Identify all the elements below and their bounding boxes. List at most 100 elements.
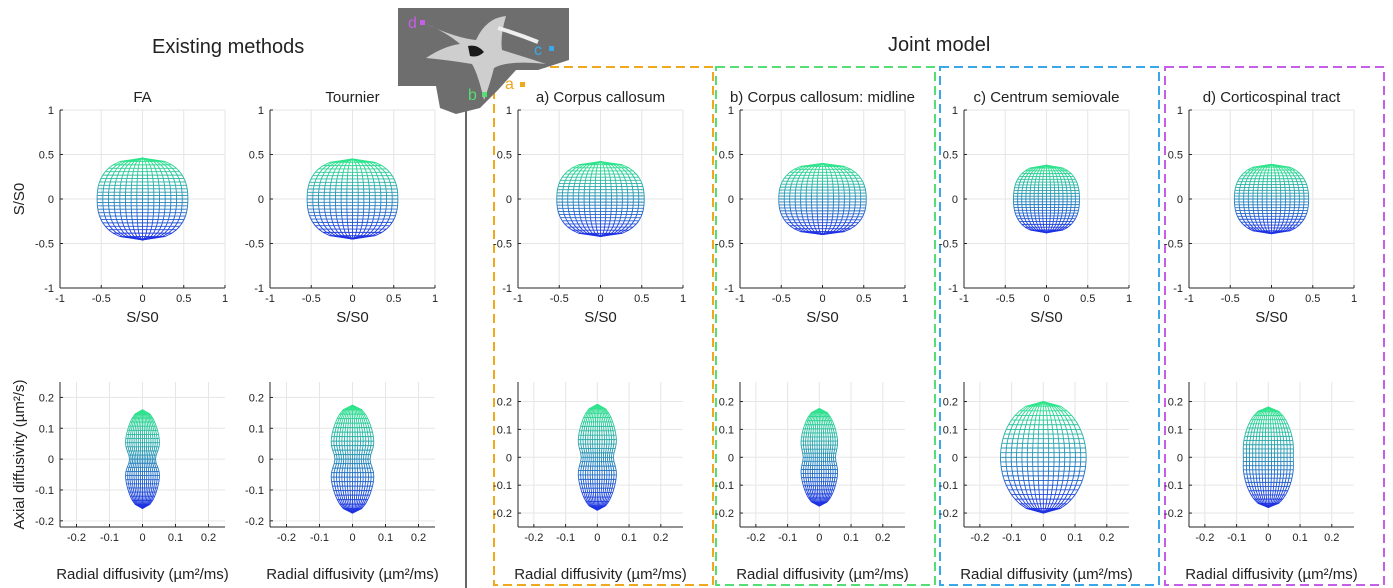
- mesh-meridian: [630, 180, 632, 184]
- mesh-meridian: [813, 172, 815, 176]
- mesh-meridian: [361, 503, 366, 509]
- mesh-meridian: [1249, 181, 1251, 185]
- mesh-meridian: [1062, 167, 1069, 172]
- mesh-meridian: [823, 489, 826, 494]
- y-tick-label: -0.2: [715, 508, 734, 520]
- mesh-meridian: [127, 222, 129, 227]
- mesh-meridian: [318, 165, 324, 170]
- mesh-meridian: [1078, 187, 1080, 191]
- mesh-meridian: [562, 186, 564, 190]
- mesh-meridian: [847, 210, 850, 214]
- mesh-meridian: [575, 229, 582, 234]
- mesh-meridian: [150, 226, 153, 230]
- mesh-meridian: [840, 219, 843, 223]
- mesh-meridian: [816, 497, 818, 503]
- mesh-meridian: [125, 229, 129, 234]
- mesh-meridian: [786, 222, 791, 227]
- mesh-meridian: [1022, 405, 1029, 412]
- mesh-meridian: [356, 503, 360, 509]
- mesh-meridian: [565, 217, 568, 222]
- mesh-meridian: [1268, 167, 1270, 171]
- mesh-meridian: [822, 493, 825, 499]
- mesh-meridian: [319, 215, 322, 220]
- mesh-meridian: [603, 492, 606, 498]
- mesh-meridian: [315, 218, 319, 223]
- mesh-meridian: [833, 477, 836, 482]
- mesh-meridian: [579, 226, 584, 231]
- mesh-meridian: [1239, 210, 1242, 214]
- mesh-meridian: [575, 164, 582, 169]
- mesh-meridian: [332, 463, 335, 469]
- mesh-meridian: [1022, 438, 1024, 444]
- mesh-meridian: [149, 500, 154, 505]
- mesh-meridian: [807, 493, 811, 499]
- mesh-meridian: [564, 170, 569, 175]
- mesh-meridian: [322, 228, 328, 233]
- mesh-meridian: [155, 450, 159, 456]
- mesh-meridian: [1036, 406, 1040, 411]
- mesh-meridian: [367, 459, 369, 464]
- mesh-meridian: [1021, 170, 1026, 174]
- mesh-meridian: [357, 418, 360, 424]
- mesh-meridian: [377, 168, 381, 173]
- mesh-meridian: [798, 175, 801, 179]
- mesh-meridian: [1301, 175, 1305, 180]
- mesh-meridian: [144, 417, 147, 423]
- mesh-meridian: [110, 174, 114, 179]
- mesh-meridian: [1250, 169, 1254, 174]
- mesh-meridian: [847, 225, 852, 230]
- mesh-meridian: [822, 412, 826, 417]
- mesh-meridian: [151, 430, 153, 435]
- mesh-meridian: [608, 164, 612, 169]
- mesh-meridian: [1021, 224, 1026, 228]
- mesh-meridian: [358, 463, 361, 469]
- mesh-meridian: [834, 465, 836, 470]
- mesh-meridian: [583, 492, 586, 498]
- mesh-meridian: [806, 485, 809, 490]
- mesh-meridian: [330, 231, 336, 237]
- mesh-meridian: [174, 181, 176, 186]
- mesh-meridian: [395, 182, 397, 186]
- mesh-meridian: [805, 416, 809, 421]
- mesh-meridian: [850, 171, 855, 176]
- mesh-meridian: [600, 161, 623, 166]
- mesh-meridian: [811, 420, 814, 425]
- x-tick-label: 0: [349, 293, 355, 305]
- mesh-meridian: [359, 228, 362, 233]
- mesh-meridian: [1022, 475, 1025, 481]
- mesh-meridian: [1064, 179, 1066, 183]
- mesh-meridian: [620, 223, 624, 228]
- mesh-meridian: [1301, 218, 1305, 223]
- mesh-meridian: [363, 499, 367, 505]
- mesh-meridian: [98, 181, 100, 186]
- mesh-meridian: [313, 212, 316, 216]
- mesh-meridian: [363, 486, 366, 491]
- mesh-meridian: [373, 168, 377, 173]
- mesh-meridian: [604, 421, 607, 427]
- mesh-meridian: [1050, 489, 1053, 495]
- mesh-meridian: [1265, 227, 1268, 232]
- mesh-meridian: [586, 501, 591, 507]
- mesh-meridian: [1258, 216, 1260, 220]
- mesh-meridian: [581, 417, 585, 423]
- mesh-meridian: [801, 461, 804, 466]
- mesh-meridian: [1282, 227, 1287, 232]
- mesh-meridian: [575, 177, 578, 181]
- mesh-meridian: [1258, 175, 1261, 179]
- mesh-meridian: [616, 229, 623, 234]
- mesh-meridian: [787, 216, 790, 220]
- mesh-meridian: [1033, 170, 1037, 174]
- mesh-meridian: [603, 417, 606, 423]
- mesh-meridian: [339, 409, 344, 415]
- mesh-meridian: [623, 177, 626, 181]
- mesh-meridian: [341, 495, 344, 500]
- mesh-meridian: [1282, 166, 1287, 171]
- mesh-meridian: [1250, 166, 1256, 171]
- mesh-meridian: [139, 413, 142, 419]
- x-tick-label: -0.1: [556, 532, 575, 544]
- mesh-meridian: [593, 164, 596, 169]
- mesh-meridian: [1019, 485, 1023, 490]
- mesh-meridian: [832, 445, 834, 450]
- mesh-meridian: [590, 496, 593, 502]
- panel-title: FA: [133, 89, 151, 106]
